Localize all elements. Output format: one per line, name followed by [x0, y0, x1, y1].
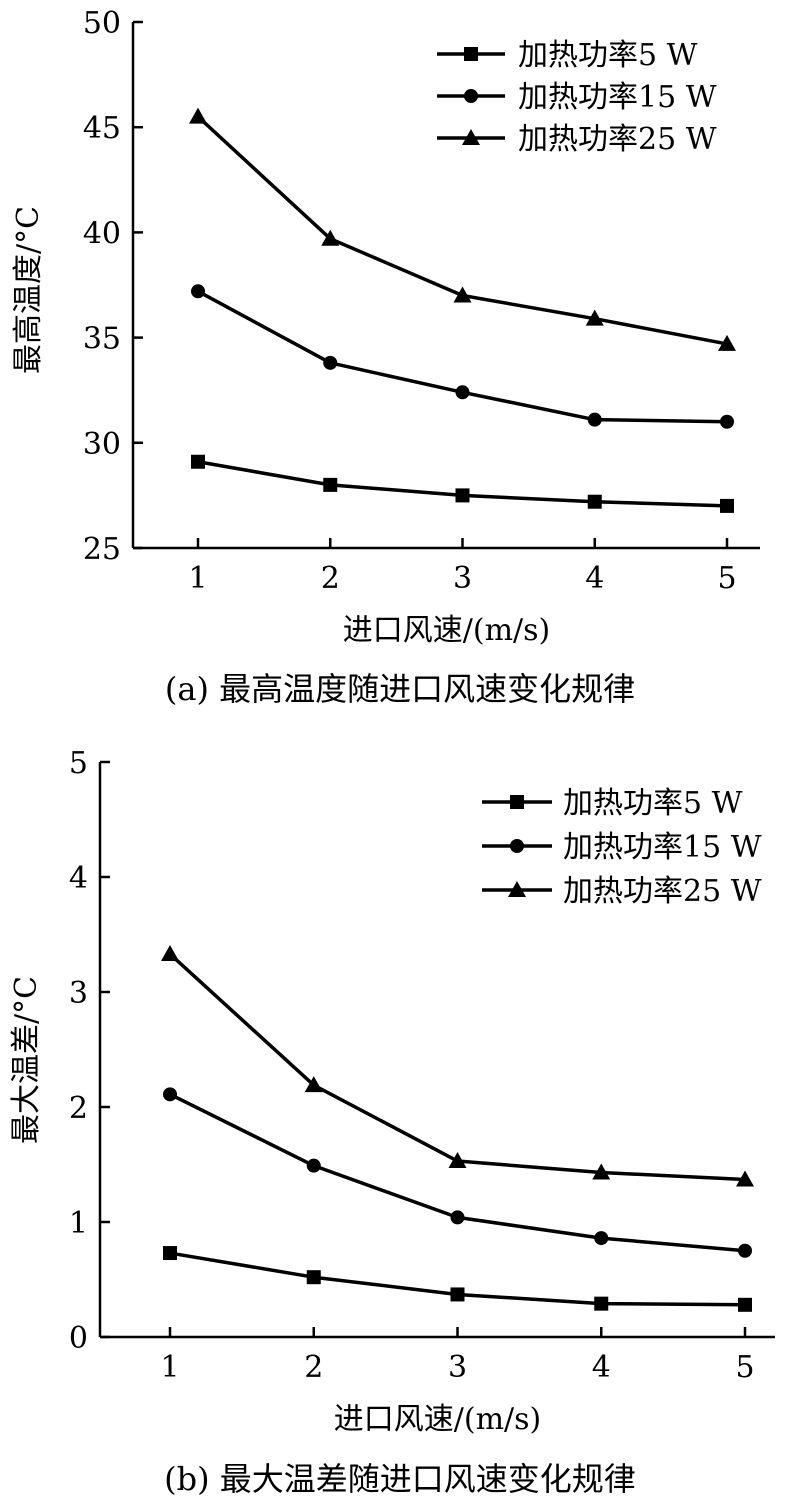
- x-axis-label: 进口风速/(m/s): [343, 613, 550, 648]
- data-point-s3-4: [585, 309, 604, 326]
- x-tick-label: 2: [321, 561, 340, 596]
- legend-marker-2: [464, 89, 478, 103]
- data-point-s2-4: [587, 412, 602, 427]
- legend-label-1: 加热功率5 W: [518, 38, 698, 73]
- data-point-s1-1: [163, 1246, 177, 1261]
- y-tick-label: 25: [83, 532, 121, 567]
- y-tick-label: 45: [83, 111, 121, 146]
- data-point-s1-5: [738, 1297, 752, 1312]
- y-tick-label: 5: [69, 746, 88, 781]
- legend-label-2: 加热功率15 W: [563, 830, 762, 865]
- series-line-3: [168, 952, 746, 1182]
- legend-marker-1: [464, 47, 478, 61]
- x-tick-label: 1: [188, 561, 207, 596]
- x-tick-label: 4: [592, 1350, 611, 1385]
- data-point-s3-1: [161, 945, 179, 962]
- data-point-s1-4: [594, 1296, 609, 1311]
- y-tick-label: 0: [69, 1321, 88, 1356]
- y-tick-label: 4: [69, 861, 88, 896]
- data-point-s1-2: [323, 477, 338, 492]
- legend-marker-3: [462, 129, 480, 145]
- x-axis-label: 进口风速/(m/s): [334, 1402, 541, 1437]
- data-point-s2-3: [450, 1210, 465, 1225]
- chart-caption: (a) 最高温度随进口风速变化规律: [165, 670, 635, 708]
- data-point-s3-1: [189, 107, 207, 124]
- data-point-s3-4: [592, 1163, 611, 1180]
- legend-label-1: 加热功率5 W: [563, 786, 743, 821]
- data-point-s2-5: [720, 414, 734, 429]
- data-point-s1-2: [306, 1270, 321, 1285]
- series-line-2: [197, 289, 728, 424]
- data-point-s2-4: [594, 1231, 609, 1246]
- data-point-s2-3: [455, 385, 470, 400]
- x-tick-label: 5: [735, 1350, 754, 1385]
- data-point-s1-4: [587, 494, 602, 509]
- y-tick-label: 35: [83, 322, 121, 357]
- x-tick-label: 2: [304, 1350, 323, 1385]
- data-point-s1-5: [720, 498, 734, 513]
- chart-b: 0 1 2 3 4 5 1 2 3 4 5 加热功率5 W 加热功率15 W 加热功率25 W 最大温差/°…: [9, 746, 775, 1498]
- y-tick-label: 3: [69, 976, 88, 1011]
- legend-marker-3: [508, 881, 526, 897]
- legend-label-3: 加热功率25 W: [518, 122, 717, 157]
- data-point-s1-1: [191, 454, 205, 469]
- x-tick-label: 4: [585, 561, 604, 596]
- x-tick-label: 3: [453, 561, 472, 596]
- legend-label-3: 加热功率25 W: [563, 874, 762, 909]
- data-point-s3-2: [304, 1076, 323, 1093]
- data-point-s3-3: [453, 286, 472, 303]
- x-tick-label: 1: [160, 1350, 179, 1385]
- data-point-s2-2: [306, 1158, 321, 1173]
- y-tick-label: 50: [83, 6, 121, 41]
- chart-caption: (b) 最大温差随进口风速变化规律: [164, 1460, 636, 1498]
- data-point-s2-2: [323, 355, 338, 370]
- y-tick-label: 2: [69, 1091, 88, 1126]
- y-tick-label: 40: [83, 216, 121, 251]
- data-point-s2-1: [163, 1087, 177, 1102]
- data-point-s3-5: [718, 334, 736, 351]
- x-tick-label: 3: [448, 1350, 467, 1385]
- legend-marker-2: [510, 839, 524, 853]
- data-point-s3-3: [448, 1152, 467, 1169]
- data-point-s3-2: [321, 229, 340, 246]
- y-axis-label: 最高温度/°C: [11, 206, 46, 374]
- data-point-s2-1: [191, 284, 205, 299]
- data-point-s2-5: [738, 1243, 752, 1258]
- data-point-s1-3: [450, 1287, 465, 1302]
- series-line-2: [169, 1092, 746, 1253]
- y-tick-label: 1: [69, 1206, 88, 1241]
- y-tick-label: 30: [83, 427, 121, 462]
- x-tick-label: 5: [717, 561, 736, 596]
- legend-marker-1: [510, 795, 524, 809]
- y-axis-label: 最大温差/°C: [9, 976, 44, 1144]
- data-point-s1-3: [455, 488, 470, 503]
- data-point-s3-5: [736, 1170, 754, 1187]
- legend-label-2: 加热功率15 W: [518, 80, 717, 115]
